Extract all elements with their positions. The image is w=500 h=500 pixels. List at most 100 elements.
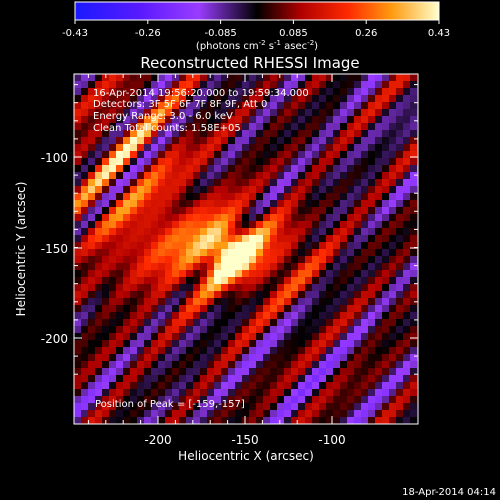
heatmap-cell [319,74,327,82]
heatmap-cell [242,382,250,390]
heatmap-cell [361,207,369,215]
heatmap-cell [123,144,131,152]
heatmap-cell [172,249,180,257]
heatmap-cell [200,88,208,96]
heatmap-cell [158,368,166,376]
heatmap-cell [382,270,390,278]
heatmap-cell [382,214,390,222]
heatmap-cell [165,130,173,138]
heatmap-cell [214,284,222,292]
heatmap-cell [95,417,103,424]
x-tick-label: -200 [144,433,171,447]
heatmap-cell [123,200,131,208]
heatmap-cell [312,298,320,306]
heatmap-cell [116,214,124,222]
heatmap-cell [116,396,124,404]
heatmap-cell [347,144,355,152]
heatmap-cell [200,207,208,215]
heatmap-cell [130,193,138,201]
heatmap-cell [312,200,320,208]
heatmap-cell [151,326,159,334]
heatmap-cell [144,382,152,390]
heatmap-cell [228,319,236,327]
heatmap-cell [382,347,390,355]
heatmap-cell [263,221,271,229]
heatmap-cell [410,410,418,418]
heatmap-cell [270,389,278,397]
heatmap-cell [305,235,313,243]
heatmap-cell [200,333,208,341]
heatmap-cell [165,354,173,362]
heatmap-cell [207,389,215,397]
heatmap-cell [228,410,236,418]
heatmap-cell [102,410,110,418]
heatmap-cell [291,410,299,418]
heatmap-cell [340,102,348,110]
heatmap-cell [81,284,89,292]
heatmap-cell [375,319,383,327]
heatmap-cell [186,81,194,89]
heatmap-cell [305,382,313,390]
heatmap-cell [340,382,348,390]
heatmap-cell [130,221,138,229]
heatmap-cell [354,347,362,355]
heatmap-cell [256,151,264,159]
heatmap-cell [340,186,348,194]
heatmap-cell [214,305,222,313]
heatmap-cell [368,144,376,152]
heatmap-cell [144,291,152,299]
heatmap-cell [74,179,82,187]
heatmap-cell [249,263,257,271]
heatmap-cell [298,312,306,320]
heatmap-cell [354,326,362,334]
heatmap-cell [221,172,229,180]
heatmap-cell [249,193,257,201]
heatmap-cell [312,179,320,187]
heatmap-cell [95,284,103,292]
heatmap-cell [333,410,341,418]
heatmap-cell [74,340,82,348]
heatmap-cell [200,305,208,313]
heatmap-cell [116,235,124,243]
heatmap-cell [109,207,117,215]
heatmap-cell [151,179,159,187]
annotation-clean-counts: Clean Total counts: 1.58E+05 [93,123,241,134]
heatmap-cell [410,235,418,243]
heatmap-cell [151,312,159,320]
heatmap-cell [151,284,159,292]
heatmap-cell [109,403,117,411]
heatmap-cell [95,172,103,180]
heatmap-cell [207,179,215,187]
heatmap-cell [270,151,278,159]
heatmap-cell [340,270,348,278]
heatmap-cell [319,305,327,313]
heatmap-cell [389,235,397,243]
heatmap-cell [214,291,222,299]
heatmap-cell [102,312,110,320]
heatmap-cell [123,361,131,369]
heatmap-cell [172,263,180,271]
heatmap-cell [81,74,89,82]
heatmap-cell [347,235,355,243]
heatmap-cell [340,354,348,362]
heatmap-cell [340,375,348,383]
heatmap-cell [193,389,201,397]
heatmap-cell [193,319,201,327]
heatmap-cell [123,417,131,424]
heatmap-cell [305,193,313,201]
heatmap-cell [95,312,103,320]
heatmap-cell [277,151,285,159]
heatmap-cell [396,144,404,152]
heatmap-cell [116,228,124,236]
heatmap-cell [396,151,404,159]
heatmap-cell [214,130,222,138]
heatmap-cell [88,235,96,243]
heatmap-cell [340,123,348,131]
heatmap-cell [214,172,222,180]
heatmap-cell [109,340,117,348]
heatmap-cell [123,319,131,327]
heatmap-cell [158,375,166,383]
heatmap-cell [130,95,138,103]
heatmap-cell [298,340,306,348]
heatmap-cell [193,326,201,334]
